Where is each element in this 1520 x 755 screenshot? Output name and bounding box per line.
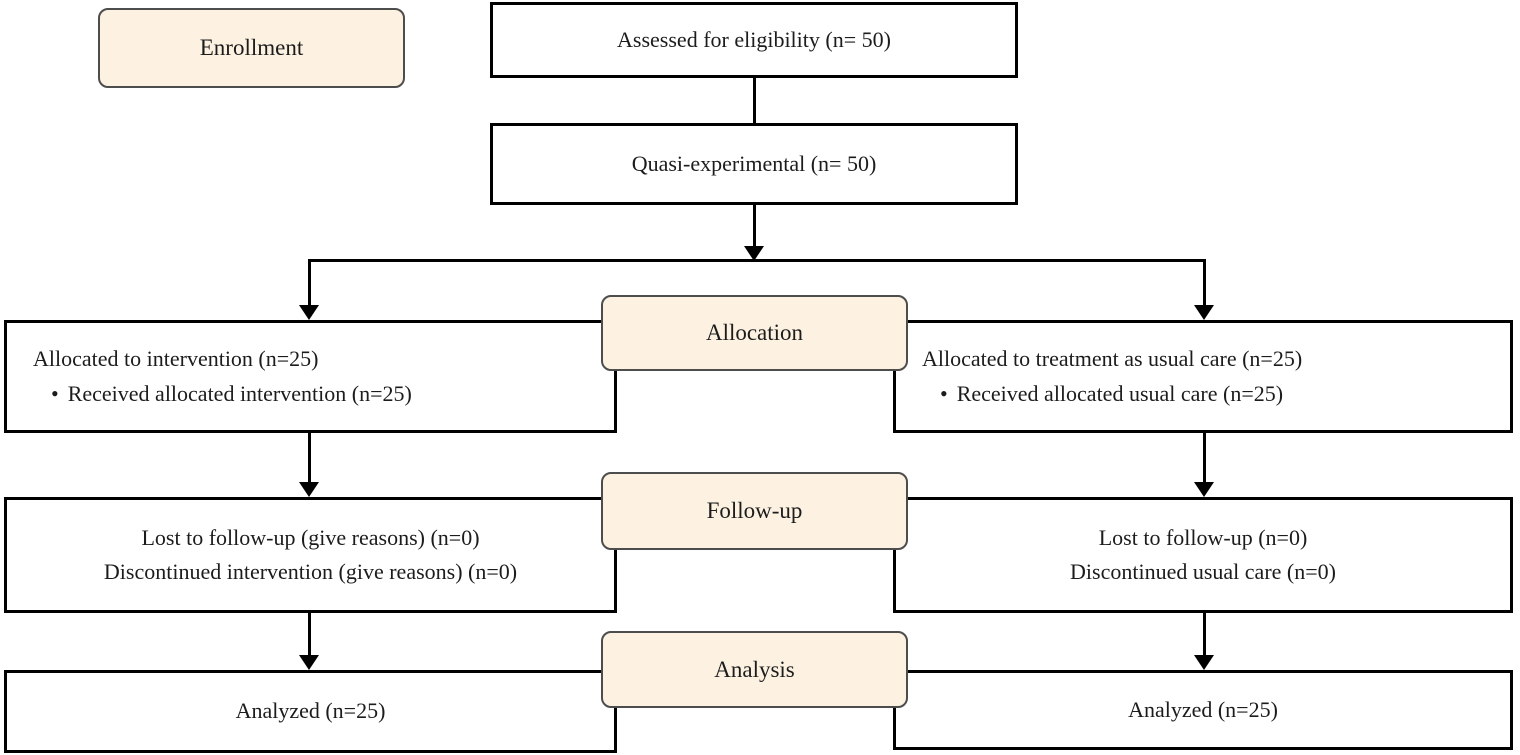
connector-branch-left <box>308 259 311 307</box>
control-allocation-bullet-text: Received allocated usual care (n=25) <box>956 380 1284 406</box>
stage-label-allocation: Allocation <box>601 295 908 371</box>
stage-label-enrollment-text: Enrollment <box>199 35 304 60</box>
control-analyzed-text: Analyzed (n=25) <box>1128 696 1278 722</box>
intervention-allocation-line2: • Received allocated intervention (n=25) <box>51 377 412 411</box>
arrowhead-right-followup <box>1194 482 1214 497</box>
connector-left-followup-analysis <box>308 613 311 657</box>
control-allocation-box: Allocated to treatment as usual care (n=… <box>893 320 1513 433</box>
design-text: Quasi-experimental (n= 50) <box>631 150 877 176</box>
stage-label-analysis-text: Analysis <box>714 656 795 682</box>
arrowhead-left-analysis <box>299 655 319 670</box>
connector-right-allocation-followup <box>1203 433 1206 484</box>
intervention-followup-box: Lost to follow-up (give reasons) (n=0) D… <box>4 497 617 613</box>
connector-design-branch <box>753 205 756 248</box>
intervention-followup-line1: Lost to follow-up (give reasons) (n=0) <box>141 524 480 550</box>
stage-label-followup-text: Follow-up <box>706 498 803 523</box>
assessed-eligibility-text: Assessed for eligibility (n= 50) <box>617 26 891 52</box>
control-analyzed-box: Analyzed (n=25) <box>893 670 1513 750</box>
arrowhead-branch-right <box>1194 305 1214 320</box>
arrowhead-left-followup <box>299 482 319 497</box>
design-box: Quasi-experimental (n= 50) <box>490 123 1018 205</box>
intervention-followup-line2: Discontinued intervention (give reasons)… <box>103 559 518 584</box>
control-allocation-line2: • Received allocated usual care (n=25) <box>940 377 1302 411</box>
intervention-allocation-bullet-text: Received allocated intervention (n=25) <box>67 380 412 406</box>
control-allocation-line1: Allocated to treatment as usual care (n=… <box>922 346 1303 372</box>
intervention-allocation-line1: Allocated to intervention (n=25) <box>33 346 319 372</box>
control-followup-line1: Lost to follow-up (n=0) <box>1098 524 1308 550</box>
stage-label-analysis: Analysis <box>601 631 908 708</box>
intervention-allocation-box: Allocated to intervention (n=25) • Receiv… <box>4 320 617 433</box>
stage-label-enrollment: Enrollment <box>98 8 405 88</box>
stage-label-followup: Follow-up <box>601 472 908 550</box>
intervention-analyzed-text: Analyzed (n=25) <box>235 698 386 724</box>
connector-branch-right <box>1203 259 1206 307</box>
arrowhead-right-analysis <box>1194 655 1214 670</box>
connector-right-followup-analysis <box>1203 613 1206 657</box>
stage-label-allocation-text: Allocation <box>705 320 804 345</box>
connector-left-allocation-followup <box>308 433 311 484</box>
bullet-icon: • <box>51 380 59 406</box>
arrowhead-branch-left <box>299 305 319 320</box>
intervention-analyzed-box: Analyzed (n=25) <box>4 670 617 753</box>
assessed-eligibility-box: Assessed for eligibility (n= 50) <box>490 2 1018 78</box>
connector-assessed-design <box>753 78 756 123</box>
arrowhead-design-branch <box>744 246 764 261</box>
control-followup-line2: Discontinued usual care (n=0) <box>1070 559 1336 584</box>
control-followup-box: Lost to follow-up (n=0) Discontinued usu… <box>893 497 1513 613</box>
bullet-icon: • <box>940 380 948 406</box>
